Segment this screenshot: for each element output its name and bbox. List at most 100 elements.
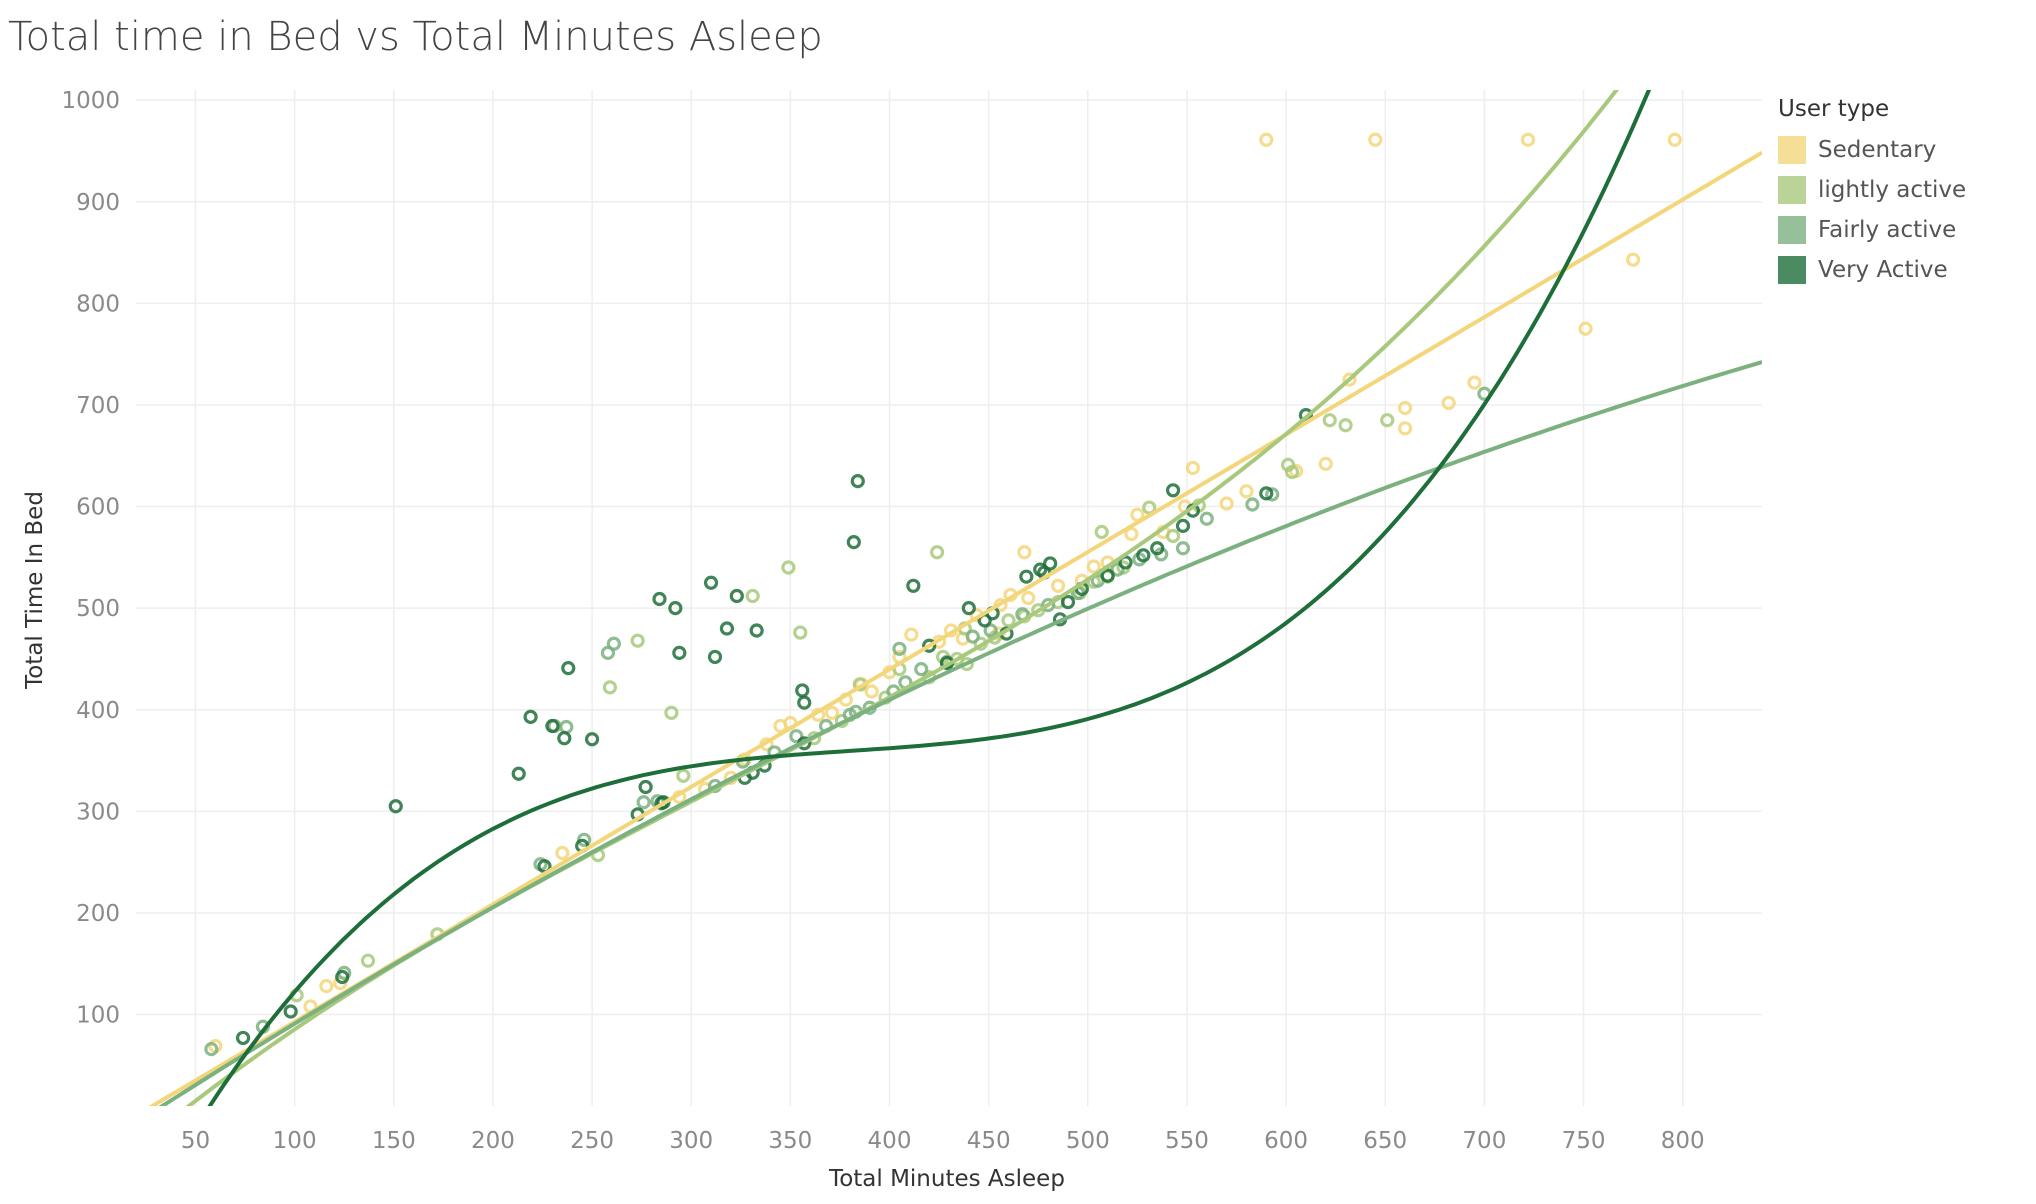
- y-tick-label: 800: [76, 291, 120, 317]
- data-point: [1094, 524, 1109, 540]
- legend-item[interactable]: Fairly active: [1778, 210, 1966, 250]
- data-point: [1338, 418, 1353, 433]
- data-point: [559, 719, 574, 735]
- x-tick-label: 650: [1363, 1128, 1407, 1154]
- y-tick-label: 500: [76, 596, 120, 622]
- data-point: [561, 661, 576, 676]
- data-point: [1520, 132, 1536, 147]
- data-point: [360, 953, 376, 968]
- data-point: [584, 732, 600, 747]
- data-point: [1245, 497, 1260, 512]
- data-point: [1667, 132, 1682, 147]
- trend-lines: [148, 90, 1762, 1106]
- data-point: [1124, 526, 1139, 542]
- data-point: [745, 588, 760, 604]
- data-point: [1021, 590, 1036, 606]
- legend-label: Sedentary: [1818, 137, 1937, 163]
- data-point: [914, 662, 929, 677]
- data-point: [1368, 132, 1383, 147]
- data-point: [1467, 375, 1482, 390]
- data-point: [1043, 556, 1058, 571]
- data-point: [1265, 487, 1280, 502]
- data-point: [1239, 484, 1254, 499]
- data-point: [204, 1042, 219, 1057]
- data-point: [555, 845, 570, 861]
- data-point: [703, 575, 719, 590]
- data-point: [235, 1030, 251, 1046]
- legend-item[interactable]: lightly active: [1778, 170, 1966, 210]
- data-point: [545, 718, 560, 734]
- data-point: [1118, 555, 1133, 570]
- data-point: [846, 535, 861, 550]
- data-point: [668, 601, 683, 616]
- data-point: [557, 731, 572, 746]
- data-point: [719, 621, 735, 636]
- data-point: [664, 705, 679, 720]
- trend-line: [158, 360, 1762, 1106]
- data-point: [1280, 457, 1296, 473]
- x-tick-label: 150: [372, 1128, 416, 1154]
- data-point: [789, 729, 804, 744]
- y-tick-label: 900: [76, 190, 120, 216]
- data-point: [961, 601, 976, 616]
- data-point: [1142, 500, 1157, 515]
- data-point: [511, 766, 526, 781]
- data-point: [1017, 545, 1032, 560]
- data-point: [795, 683, 810, 698]
- data-point: [638, 779, 653, 795]
- data-point: [797, 695, 812, 710]
- trend-line: [207, 90, 1652, 1106]
- x-tick-label: 600: [1264, 1128, 1308, 1154]
- x-axis-ticks: 50 100 150 200 250 300 350 400 450 500 550 600 650 70…: [181, 1128, 1705, 1154]
- data-point: [672, 645, 687, 660]
- data-point: [1001, 613, 1016, 628]
- legend: User type Sedentary lightly active Fairly …: [1778, 96, 1966, 290]
- data-point: [781, 560, 796, 575]
- data-point: [1578, 321, 1593, 336]
- data-point: [606, 636, 621, 651]
- y-axis-ticks: 100 200 300 400 500 600 700 800 900 1000: [61, 88, 120, 1028]
- x-tick-label: 100: [273, 1128, 317, 1154]
- data-point: [1041, 598, 1056, 613]
- data-point: [602, 680, 618, 695]
- x-tick-label: 800: [1661, 1128, 1705, 1154]
- data-point: [1130, 507, 1145, 522]
- legend-title: User type: [1778, 96, 1890, 122]
- data-point: [729, 588, 744, 604]
- data-point: [793, 625, 808, 640]
- chart-title: Total time in Bed vs Total Minutes Aslee…: [8, 14, 823, 60]
- data-point: [922, 638, 937, 653]
- data-point: [1342, 372, 1357, 387]
- y-tick-label: 700: [76, 393, 120, 419]
- x-tick-label: 700: [1462, 1128, 1506, 1154]
- data-point: [707, 649, 723, 665]
- legend-item[interactable]: Very Active: [1778, 250, 1966, 290]
- data-point: [1175, 518, 1191, 533]
- y-tick-label: 200: [76, 901, 120, 927]
- data-point: [1100, 568, 1115, 583]
- y-tick-label: 100: [76, 1003, 120, 1029]
- data-point: [1060, 594, 1076, 610]
- legend-swatch: [1778, 216, 1806, 244]
- data-point: [1626, 252, 1641, 267]
- data-point: [1380, 413, 1395, 428]
- data-point: [1165, 528, 1181, 544]
- data-point: [1185, 460, 1201, 476]
- data-point: [1165, 483, 1181, 498]
- data-point: [1086, 559, 1101, 574]
- data-point: [1318, 456, 1333, 471]
- data-point: [636, 795, 651, 810]
- legend-item[interactable]: Sedentary: [1778, 130, 1966, 170]
- x-tick-label: 250: [570, 1128, 614, 1154]
- x-tick-label: 400: [868, 1128, 912, 1154]
- legend-label: Fairly active: [1818, 217, 1957, 243]
- data-point: [906, 578, 921, 593]
- data-point: [630, 633, 645, 648]
- trend-line: [185, 90, 1620, 1106]
- data-point: [749, 623, 764, 638]
- legend-swatch: [1778, 176, 1806, 204]
- data-point: [1219, 496, 1234, 511]
- data-point: [1441, 395, 1456, 411]
- legend-label: Very Active: [1818, 257, 1948, 283]
- x-tick-label: 300: [669, 1128, 713, 1154]
